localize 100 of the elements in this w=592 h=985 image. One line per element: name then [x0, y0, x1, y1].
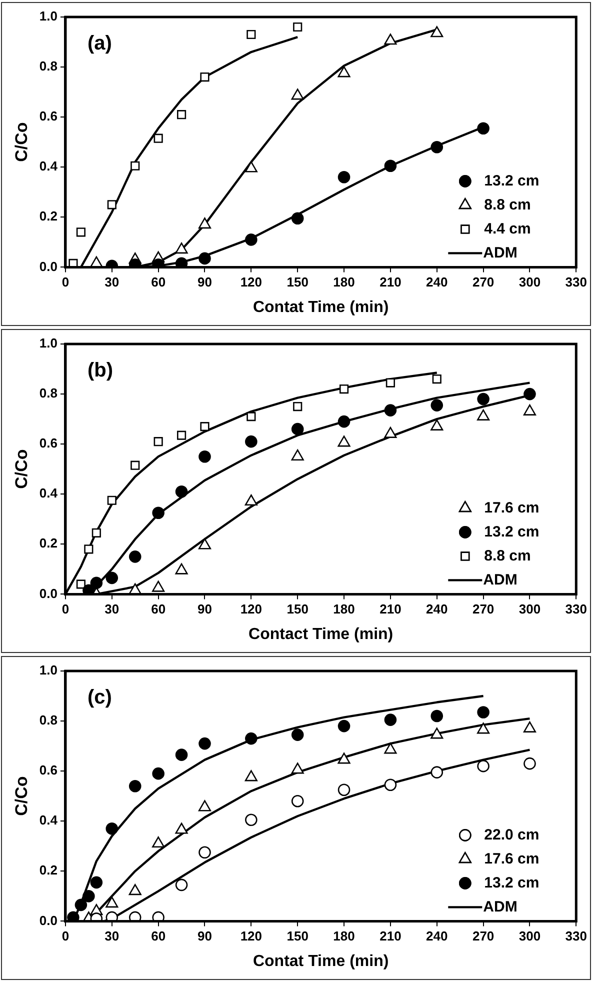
y-tick-label: 0.8	[39, 386, 58, 401]
point	[291, 88, 304, 100]
x-tick-label: 330	[565, 274, 588, 290]
point	[477, 392, 490, 406]
legend-label: ADM	[483, 898, 518, 916]
point	[107, 496, 116, 505]
point	[523, 721, 536, 732]
point	[293, 402, 302, 412]
legend-label: 13.2 cm	[484, 172, 540, 190]
point	[175, 257, 188, 268]
x-tick-label: 270	[472, 602, 494, 617]
point	[175, 242, 188, 254]
point	[384, 778, 397, 791]
x-tick-label: 0	[62, 274, 70, 290]
point	[106, 896, 118, 908]
point	[128, 884, 142, 896]
point	[152, 580, 165, 592]
point	[384, 34, 397, 45]
point	[106, 822, 118, 835]
point	[245, 234, 258, 246]
y-tick-label: 0.4	[39, 812, 58, 828]
point	[384, 404, 397, 416]
y-tick-label: 1.0	[39, 336, 58, 351]
point	[152, 911, 164, 922]
x-axis-title: Contat Time (min)	[252, 952, 389, 970]
x-tick-label: 60	[151, 602, 166, 617]
legend-label: 17.6 cm	[484, 850, 540, 868]
point	[175, 822, 188, 834]
x-tick-label: 30	[104, 602, 120, 617]
point	[198, 218, 212, 229]
point	[198, 800, 212, 812]
x-tick-label: 30	[104, 274, 120, 290]
point	[338, 436, 350, 447]
x-tick-label: 60	[151, 274, 166, 290]
x-tick-label: 0	[62, 602, 70, 617]
y-tick-label: 0.2	[39, 536, 58, 551]
x-tick-label: 240	[426, 928, 448, 944]
x-tick-label: 150	[286, 274, 308, 290]
x-tick-label: 30	[104, 928, 120, 944]
point	[430, 26, 444, 38]
point	[244, 770, 258, 782]
x-tick-label: 240	[426, 274, 448, 290]
point	[291, 762, 304, 774]
point	[245, 435, 258, 448]
y-tick-label: 0.2	[39, 208, 58, 224]
point	[90, 876, 103, 889]
y-tick-label: 0.4	[39, 158, 58, 174]
point	[128, 911, 142, 922]
point	[152, 836, 165, 848]
x-axis-title: Contact Time (min)	[248, 626, 394, 643]
point	[176, 430, 186, 440]
point	[384, 714, 397, 726]
point	[198, 252, 211, 265]
point	[175, 878, 188, 892]
x-tick-label: 120	[240, 602, 262, 617]
annotation: (b)	[87, 360, 114, 382]
point	[128, 780, 142, 792]
y-tick-label: 0.8	[39, 58, 58, 74]
point	[524, 757, 536, 770]
x-tick-label: 210	[380, 274, 402, 290]
y-axis-title: C/Co	[12, 449, 31, 489]
x-tick-label: 90	[198, 928, 212, 944]
point	[477, 722, 490, 734]
x-tick-label: 180	[333, 274, 355, 290]
annotation: (c)	[87, 686, 112, 709]
x-tick-label: 330	[565, 928, 588, 944]
x-tick-label: 120	[240, 928, 262, 944]
point	[175, 748, 188, 761]
x-tick-label: 180	[333, 928, 355, 944]
point	[176, 110, 186, 120]
point	[477, 760, 490, 772]
y-axis-title: C/Co	[12, 776, 31, 816]
point	[175, 485, 188, 498]
legend-label: 13.2 cm	[484, 874, 540, 892]
point	[244, 494, 258, 506]
x-tick-label: 90	[198, 602, 212, 617]
point	[76, 228, 86, 237]
point	[130, 161, 140, 170]
y-tick-label: 0.0	[39, 586, 58, 601]
legend-label: ADM	[483, 571, 518, 588]
point	[430, 140, 444, 154]
point	[154, 134, 163, 143]
x-tick-label: 300	[518, 928, 541, 944]
point	[430, 766, 444, 778]
y-tick-label: 0.8	[39, 712, 58, 728]
point	[338, 170, 350, 184]
y-tick-label: 0.6	[39, 762, 58, 778]
annotation: (a)	[87, 32, 112, 55]
y-tick-label: 0.0	[39, 912, 58, 928]
point	[198, 737, 211, 750]
point	[386, 378, 395, 388]
point	[524, 388, 536, 400]
point	[246, 412, 256, 422]
x-tick-label: 150	[286, 602, 308, 617]
point	[244, 161, 258, 172]
x-tick-label: 270	[472, 274, 494, 290]
x-tick-label: 180	[333, 602, 355, 617]
point	[152, 767, 164, 780]
point	[198, 846, 211, 859]
y-tick-label: 0.2	[39, 862, 58, 878]
